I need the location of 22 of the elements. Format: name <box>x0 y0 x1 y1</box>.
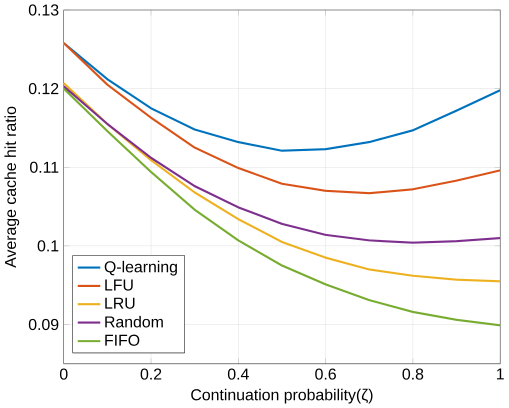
x-tick-label: 0.8 <box>402 368 424 380</box>
y-tick-label: 0.13 <box>28 4 58 16</box>
legend-label: FIFO <box>105 334 140 346</box>
x-tick-label: 0.6 <box>315 368 336 380</box>
y-tick-label: 0.09 <box>28 318 58 330</box>
x-tick-label: 1 <box>496 368 504 380</box>
legend-label: LRU <box>105 298 134 309</box>
legend-label: LFU <box>105 280 133 291</box>
y-tick-label: 0.11 <box>30 162 58 173</box>
line-series <box>64 42 500 152</box>
y-tick-label: 0.12 <box>28 83 58 94</box>
legend-label: Random <box>105 316 163 328</box>
line-series <box>64 88 500 326</box>
x-tick-label: 0 <box>60 368 68 380</box>
legend-label: Q-learning <box>104 260 177 276</box>
y-tick-label: 0.1 <box>38 240 58 252</box>
line-series <box>64 42 500 194</box>
x-axis-title: Continuation probability(ζ) <box>191 388 372 404</box>
x-tick-label: 0.4 <box>228 368 249 380</box>
line-series <box>64 85 500 244</box>
y-axis-title: Average cache hit ratio <box>4 106 20 268</box>
x-tick-label: 0.2 <box>140 368 162 380</box>
